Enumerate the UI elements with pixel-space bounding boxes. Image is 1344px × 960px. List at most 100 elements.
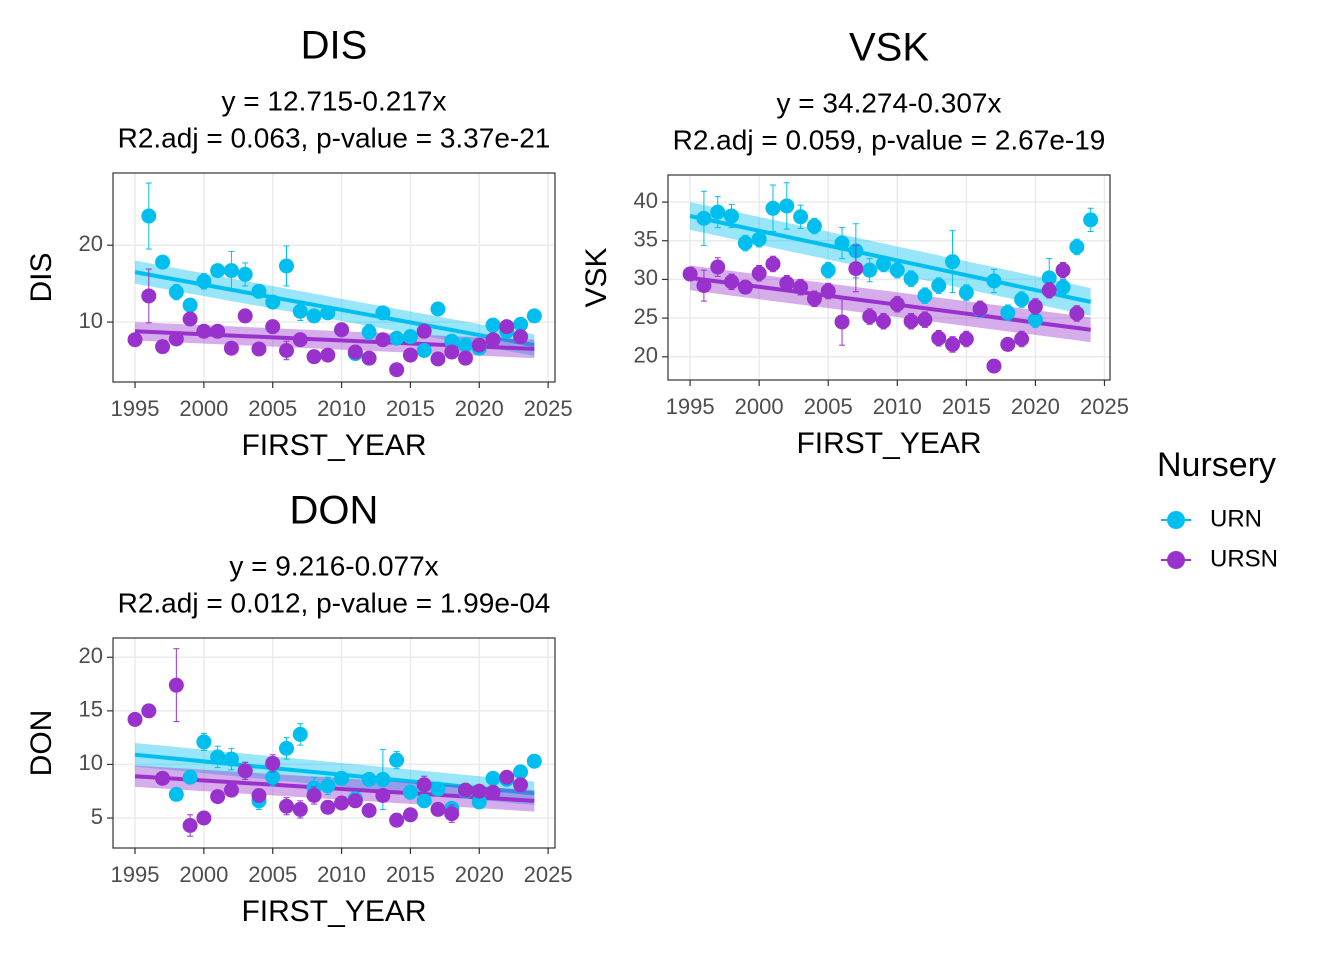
point [389,812,405,828]
point [168,284,184,300]
x-tick-label: 2025 [1080,394,1129,419]
point [361,350,377,366]
y-tick-label: 25 [634,304,658,329]
point [1069,239,1085,255]
point [347,793,363,809]
legend-label: URN [1210,505,1262,532]
panel-subtitle: R2.adj = 0.059, p-value = 2.67e-19 [673,124,1106,155]
x-tick-label: 2020 [1011,394,1060,419]
point [320,305,336,321]
point [430,781,446,797]
point [471,794,487,810]
point [375,332,391,348]
point [471,783,487,799]
y-tick-label: 15 [79,697,103,722]
point [306,308,322,324]
point [334,322,350,338]
point [168,786,184,802]
point [710,259,726,275]
point [361,771,377,787]
point [278,740,294,756]
x-tick-label: 2010 [873,394,922,419]
point [751,265,767,281]
point [361,803,377,818]
point [223,751,239,767]
point [751,231,767,247]
point [724,274,740,290]
point [210,789,226,805]
point [1041,270,1057,286]
point [347,344,363,360]
point [223,263,239,279]
point [278,798,294,814]
point [196,323,212,339]
x-tick-label: 2000 [179,862,228,887]
point [416,793,432,809]
point [141,288,157,304]
point [765,200,781,216]
point [710,204,726,220]
point [334,770,350,786]
point [986,358,1002,374]
point [320,778,336,794]
point [444,806,460,822]
x-tick-label: 2000 [735,394,784,419]
point [196,273,212,289]
panel-subtitle: y = 12.715-0.217x [222,85,447,116]
point [320,347,336,363]
point [526,308,542,324]
point [834,235,850,251]
legend-label: URSN [1210,545,1278,572]
x-tick-label: 2005 [804,394,853,419]
x-tick-label: 2000 [179,396,228,421]
y-tick-label: 20 [634,343,658,368]
point [958,285,974,301]
y-tick-label: 10 [79,308,103,333]
point [875,256,891,272]
point [513,329,529,345]
point [485,317,501,333]
point [1000,336,1016,352]
point [430,351,446,367]
point [210,263,226,279]
point [986,273,1002,289]
plot-border [112,172,556,383]
point [155,339,171,355]
point [889,262,905,278]
point [737,235,753,251]
point [1055,279,1071,295]
x-tick-label: 1995 [111,396,160,421]
point [265,294,281,310]
point [251,341,267,357]
point [155,770,171,786]
point [210,749,226,765]
x-tick-label: 2015 [386,862,435,887]
point [444,344,460,360]
plot-border [667,174,1111,381]
point [402,807,418,823]
point [292,332,308,348]
point [945,336,961,352]
point [444,333,460,349]
point [389,752,405,768]
point [1055,262,1071,278]
point [917,288,933,304]
point [292,726,308,742]
point [1083,212,1099,228]
point [513,316,529,332]
point [141,703,157,719]
point [278,258,294,274]
x-tick-label: 2005 [248,862,297,887]
point [196,734,212,750]
plot-background [668,175,1110,380]
point [127,711,143,727]
point [182,769,198,785]
x-tick-label: 2025 [524,862,573,887]
legend-key [1167,551,1185,569]
point [182,297,198,313]
panel-title: DON [290,489,379,533]
point [779,198,795,214]
point [265,769,281,785]
point [820,262,836,278]
point [499,769,515,785]
